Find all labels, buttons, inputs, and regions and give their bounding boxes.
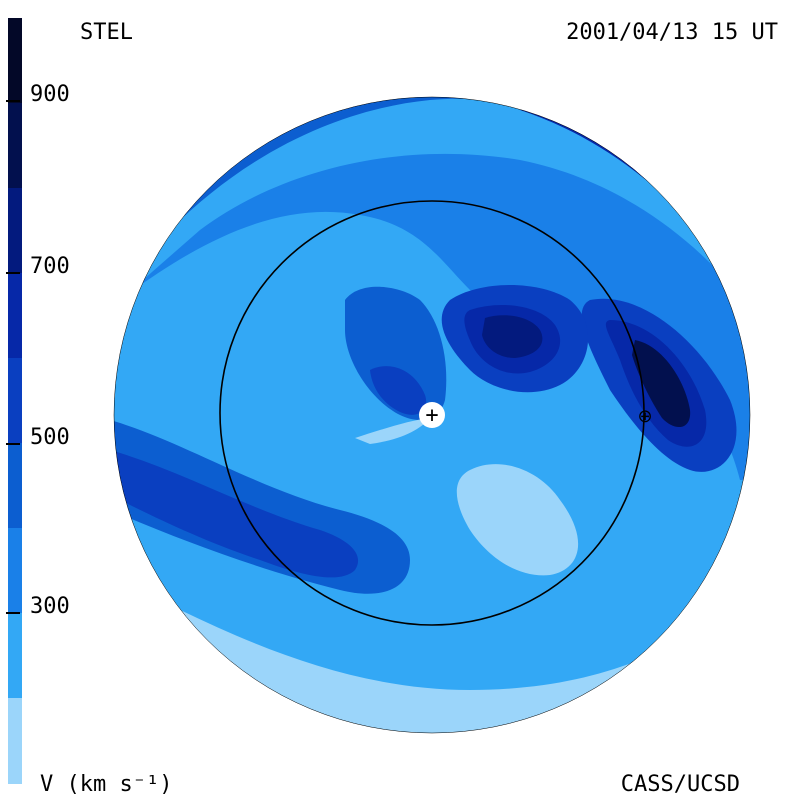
region-deep-left-band: [114, 450, 359, 578]
colorbar-tick-mark: [6, 272, 20, 274]
colorbar-tick-label: 300: [30, 594, 70, 619]
colorbar-segment: [8, 358, 22, 444]
disk-outline: [113, 96, 751, 734]
colorbar-segment: [8, 18, 22, 104]
colorbar-segment: [8, 103, 22, 189]
region-mid-north: [120, 153, 750, 480]
colorbar: [8, 18, 22, 784]
sun-disc: [419, 402, 445, 428]
region-deep-swirl: [370, 366, 427, 415]
colorbar-tick-mark: [6, 100, 20, 102]
colorbar-tick-label: 900: [30, 82, 70, 107]
region-medium-center: [345, 286, 447, 420]
colorbar-segment: [8, 698, 22, 784]
earth-orbit: [219, 200, 645, 626]
credit-label: CASS/UCSD: [620, 772, 740, 797]
region-light-center: [456, 464, 579, 576]
region-light-sliver: [355, 418, 430, 444]
colorbar-tick-label: 700: [30, 254, 70, 279]
timestamp-label: 2001/04/13 15 UT: [566, 20, 778, 45]
colorbar-tick-mark: [6, 443, 20, 445]
colorbar-segment: [8, 443, 22, 529]
earth-marker: ⊕: [637, 406, 652, 427]
colorbar-segment: [8, 273, 22, 359]
colorbar-segment: [8, 528, 22, 614]
region-darker-center: [482, 315, 543, 358]
sun-marker: +: [425, 403, 438, 428]
source-label: STEL: [80, 20, 133, 45]
colorbar-tick-mark: [6, 612, 20, 614]
colorbar-segment: [8, 188, 22, 274]
colorbar-segment: [8, 613, 22, 699]
region-darkest-right: [632, 340, 691, 428]
unit-label: V (km s⁻¹): [40, 772, 173, 797]
colorbar-tick-label: 500: [30, 425, 70, 450]
